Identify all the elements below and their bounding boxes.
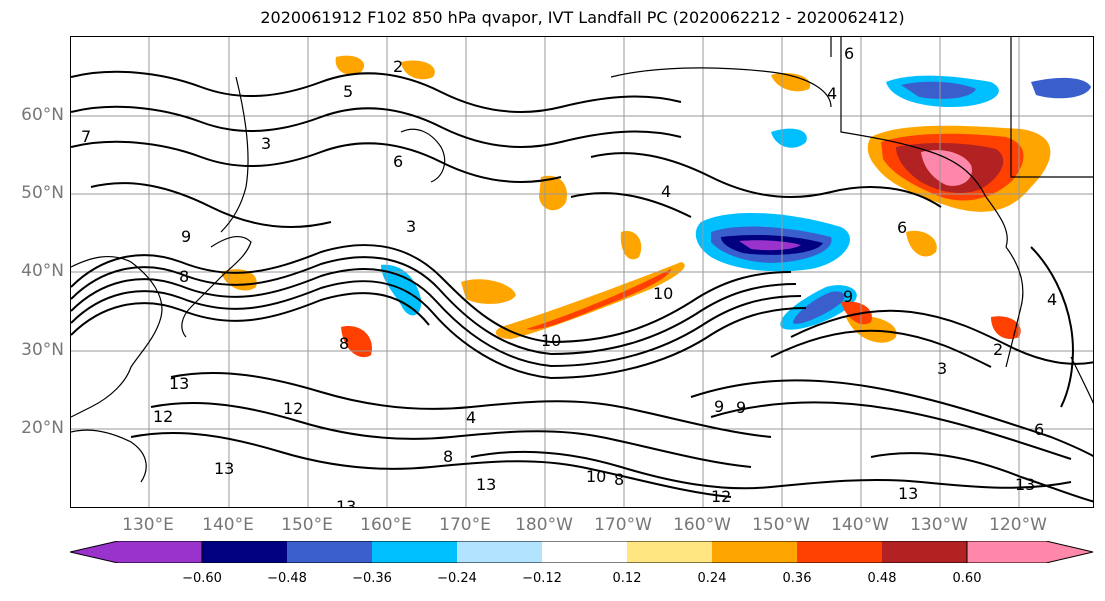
contour-label: 3 [937,359,947,378]
colorbar-segment [457,541,542,563]
contour-label: 4 [661,182,671,201]
lon-label-130e: 130°E [122,515,174,535]
contour-label: 3 [261,134,271,153]
lon-label-160e: 160°E [360,515,412,535]
figure-title: 2020061912 F102 850 hPa qvapor, IVT Land… [260,8,905,27]
colorbar-segment [542,541,627,563]
contour-label: 10 [586,467,606,486]
contour-label: 13 [169,374,189,393]
contour-label: 12 [711,487,731,506]
contour-label: 6 [393,152,403,171]
colorbar-segment [627,541,712,563]
lon-label-120w: 120°W [989,515,1047,535]
contour-label-layer: 2 6 7 3 6 3 4 4 8 9 8 13 12 12 13 13 8 9… [81,44,1057,508]
contour-label: 4 [827,84,837,103]
colorbar-tick: −0.36 [352,571,392,586]
map-canvas: 2 6 7 3 6 3 4 4 8 9 8 13 12 12 13 13 8 9… [71,37,1093,508]
colorbar-tick: −0.48 [267,571,307,586]
ivt-contours [71,70,1093,503]
lon-label-170e: 170°E [439,515,491,535]
contour-label: 13 [1015,475,1035,494]
contour-label: 6 [897,218,907,237]
lat-label-40n: 40°N [21,261,64,281]
contour-label: 6 [844,44,854,63]
lon-label-170w: 170°W [594,515,652,535]
contour-label: 4 [466,408,476,427]
contour-label: 9 [736,398,746,417]
colorbar-segment [882,541,967,563]
contour-label: 13 [476,475,496,494]
contour-label: 13 [214,459,234,478]
shaded-anomalies [221,55,1091,358]
contour-label: 9 [714,397,724,416]
contour-label: 8 [614,470,624,489]
lon-label-140w: 140°W [831,515,889,535]
contour-label: 9 [843,287,853,306]
contour-label: 2 [393,57,403,76]
colorbar-tick: 0.12 [612,571,642,586]
contour-label: 12 [283,399,303,418]
contour-label: 6 [1034,420,1044,439]
colorbar-segment [712,541,797,563]
lon-label-180w: 180°W [515,515,573,535]
contour-label: 8 [443,447,453,466]
contour-label: 4 [1047,290,1057,309]
colorbar-segment [372,541,457,563]
contour-label: 8 [339,334,349,353]
colorbar-tick: −0.12 [522,571,562,586]
colorbar-extend-low [70,541,203,563]
lat-label-30n: 30°N [21,340,64,360]
colorbar-tick: 0.36 [782,571,812,586]
contour-label: 8 [179,267,189,286]
contour-label: 13 [898,484,918,503]
contour-label: 13 [336,497,356,508]
lat-label-60n: 60°N [21,105,64,125]
colorbar [70,541,1094,563]
lon-label-150e: 150°E [281,515,333,535]
contour-label: 12 [153,407,173,426]
lat-label-50n: 50°N [21,183,64,203]
colorbar-segment [287,541,372,563]
lon-label-130w: 130°W [910,515,968,535]
colorbar-tick: −0.60 [182,571,222,586]
contour-label: 3 [406,217,416,236]
contour-label: 9 [181,227,191,246]
lat-label-20n: 20°N [21,418,64,438]
lon-label-140e: 140°E [202,515,254,535]
contour-label: 2 [993,340,1003,359]
coastlines [71,37,1093,483]
lon-label-160w: 160°W [673,515,731,535]
contour-label: 5 [343,82,353,101]
graticule [71,37,1093,507]
colorbar-segment [202,541,287,563]
contour-label: 10 [541,331,561,350]
contour-label: 10 [653,284,673,303]
map-panel: 2 6 7 3 6 3 4 4 8 9 8 13 12 12 13 13 8 9… [70,36,1094,508]
contour-label: 7 [81,127,91,146]
colorbar-tick: 0.60 [952,571,982,586]
colorbar-tick: 0.24 [697,571,727,586]
colorbar-segment [797,541,882,563]
colorbar-tick: −0.24 [437,571,477,586]
lon-label-150w: 150°W [752,515,810,535]
colorbar-extend-high [966,541,1094,563]
colorbar-tick: 0.48 [867,571,897,586]
